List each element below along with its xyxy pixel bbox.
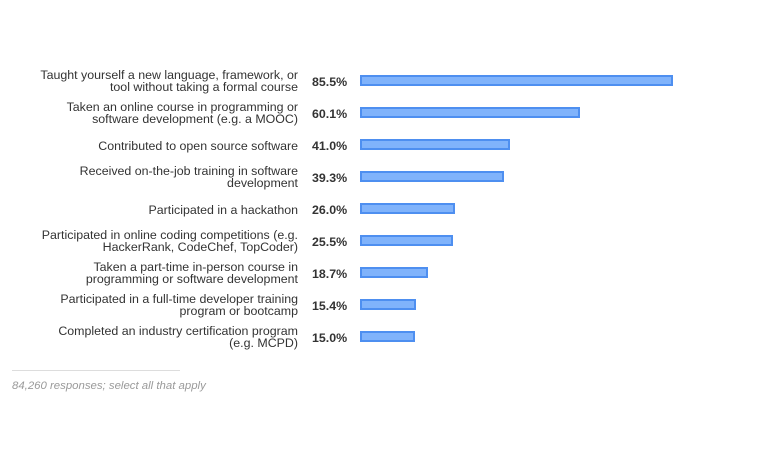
value-label: 60.1% (312, 107, 348, 121)
category-label-line: Participated in a hackathon (148, 203, 298, 217)
value-label: 85.5% (312, 75, 348, 89)
category-label-line: Participated in a full-time developer tr… (60, 292, 298, 306)
value-label: 15.0% (312, 331, 348, 345)
category-label-line: program or bootcamp (179, 304, 298, 318)
category-label: Completed an industry certification prog… (8, 325, 298, 349)
bar (360, 203, 455, 214)
footnote-divider (12, 370, 180, 371)
bar (360, 75, 673, 86)
value-label: 26.0% (312, 203, 348, 217)
bar-row: Participated in a full-time developer tr… (0, 290, 763, 322)
bar-row: Received on-the-job training in software… (0, 162, 763, 194)
value-label: 15.4% (312, 299, 348, 313)
bar (360, 299, 416, 310)
bar (360, 267, 428, 278)
category-label-line: development (227, 176, 298, 190)
category-label-line: Taught yourself a new language, framewor… (40, 68, 298, 82)
category-label-line: HackerRank, CodeChef, TopCoder) (102, 240, 298, 254)
category-label-line: Received on-the-job training in software (79, 164, 298, 178)
category-label: Contributed to open source software (8, 140, 298, 152)
bar-row: Participated in a hackathon 26.0% (0, 194, 763, 226)
category-label-line: tool without taking a formal course (109, 80, 298, 94)
category-label-line: Participated in online coding competitio… (41, 228, 298, 242)
bar (360, 139, 510, 150)
category-label-line: Taken a part-time in-person course in (93, 260, 298, 274)
category-label-line: software development (e.g. a MOOC) (92, 112, 298, 126)
category-label: Received on-the-job training in software… (8, 165, 298, 189)
category-label: Participated in online coding competitio… (8, 229, 298, 253)
category-label: Taught yourself a new language, framewor… (8, 69, 298, 93)
category-label: Participated in a hackathon (8, 204, 298, 216)
bar (360, 107, 580, 118)
category-label: Taken a part-time in-person course in pro… (8, 261, 298, 285)
category-label-line: Contributed to open source software (98, 139, 298, 153)
bar-row: Contributed to open source software 41.0% (0, 130, 763, 162)
bar (360, 235, 453, 246)
category-label-line: programming or software development (85, 272, 298, 286)
value-label: 39.3% (312, 171, 348, 185)
bar (360, 171, 504, 182)
bar (360, 331, 415, 342)
category-label: Taken an online course in programming or… (8, 101, 298, 125)
bar-row: Taken a part-time in-person course in pro… (0, 258, 763, 290)
value-label: 18.7% (312, 267, 348, 281)
bar-row: Taken an online course in programming or… (0, 98, 763, 130)
category-label-line: Completed an industry certification prog… (58, 324, 298, 338)
bar-row: Participated in online coding competitio… (0, 226, 763, 258)
category-label: Participated in a full-time developer tr… (8, 293, 298, 317)
value-label: 41.0% (312, 139, 348, 153)
value-label: 25.5% (312, 235, 348, 249)
category-label-line: (e.g. MCPD) (229, 336, 298, 350)
category-label-line: Taken an online course in programming or (66, 100, 298, 114)
bar-row: Taught yourself a new language, framewor… (0, 66, 763, 98)
bar-row: Completed an industry certification prog… (0, 322, 763, 354)
footnote: 84,260 responses; select all that apply (12, 380, 206, 392)
